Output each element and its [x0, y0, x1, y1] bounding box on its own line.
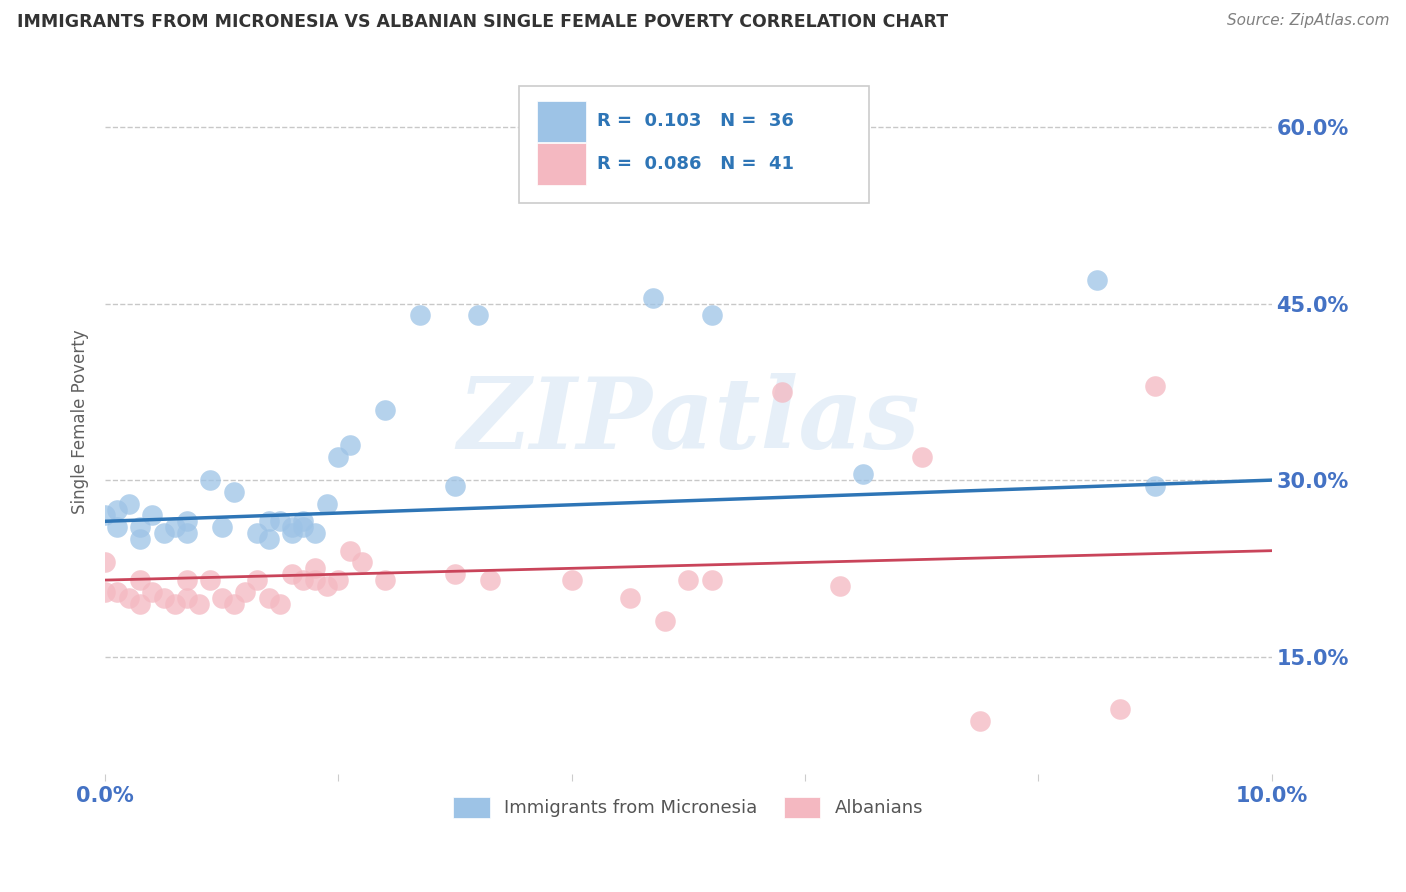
Point: [409, 309, 432, 323]
Point: [165, 597, 187, 611]
Point: [643, 291, 665, 305]
Point: [328, 450, 350, 464]
Point: [852, 467, 875, 482]
Point: [246, 573, 269, 587]
Point: [374, 402, 396, 417]
Point: [105, 520, 128, 534]
Point: [467, 309, 489, 323]
Point: [1109, 702, 1132, 716]
Point: [94, 585, 117, 599]
Point: [176, 573, 198, 587]
Point: [94, 508, 117, 523]
Point: [315, 497, 337, 511]
Point: [292, 514, 315, 528]
Point: [350, 556, 373, 570]
Point: [222, 484, 245, 499]
Point: [165, 520, 187, 534]
Point: [176, 591, 198, 605]
Point: [129, 520, 152, 534]
Point: [198, 573, 221, 587]
Point: [339, 438, 361, 452]
Point: [176, 526, 198, 541]
Point: [281, 526, 304, 541]
Point: [187, 597, 209, 611]
Point: [257, 591, 280, 605]
Point: [246, 526, 269, 541]
Point: [233, 585, 256, 599]
Point: [1085, 273, 1108, 287]
Point: [269, 597, 291, 611]
Point: [269, 514, 291, 528]
Point: [654, 614, 676, 628]
FancyBboxPatch shape: [519, 87, 869, 202]
Point: [152, 526, 174, 541]
Point: [211, 591, 233, 605]
Point: [292, 573, 315, 587]
Point: [911, 450, 934, 464]
Point: [176, 514, 198, 528]
Point: [105, 502, 128, 516]
Point: [257, 532, 280, 546]
Point: [678, 573, 700, 587]
Point: [315, 579, 337, 593]
Point: [374, 573, 396, 587]
Point: [304, 573, 326, 587]
Text: R =  0.086   N =  41: R = 0.086 N = 41: [598, 155, 794, 173]
Point: [129, 573, 152, 587]
Point: [619, 591, 641, 605]
Point: [678, 167, 700, 181]
FancyBboxPatch shape: [537, 101, 586, 142]
Point: [257, 514, 280, 528]
Y-axis label: Single Female Poverty: Single Female Poverty: [72, 329, 89, 514]
Point: [969, 714, 991, 729]
Point: [129, 597, 152, 611]
Point: [339, 543, 361, 558]
Legend: Immigrants from Micronesia, Albanians: Immigrants from Micronesia, Albanians: [446, 789, 931, 825]
Text: IMMIGRANTS FROM MICRONESIA VS ALBANIAN SINGLE FEMALE POVERTY CORRELATION CHART: IMMIGRANTS FROM MICRONESIA VS ALBANIAN S…: [17, 13, 948, 31]
Point: [444, 567, 467, 582]
Point: [292, 520, 315, 534]
Point: [444, 479, 467, 493]
Point: [479, 573, 502, 587]
Point: [105, 585, 128, 599]
Point: [281, 520, 304, 534]
Text: ZIPatlas: ZIPatlas: [457, 373, 920, 469]
Point: [198, 473, 221, 487]
Point: [304, 561, 326, 575]
Point: [117, 591, 139, 605]
Point: [1143, 379, 1166, 393]
FancyBboxPatch shape: [537, 143, 586, 185]
Point: [141, 585, 163, 599]
Point: [152, 591, 174, 605]
Point: [129, 532, 152, 546]
Text: R =  0.103   N =  36: R = 0.103 N = 36: [598, 112, 794, 130]
Point: [770, 384, 793, 399]
Point: [281, 567, 304, 582]
Point: [1143, 479, 1166, 493]
Point: [94, 556, 117, 570]
Point: [700, 309, 723, 323]
Point: [328, 573, 350, 587]
Point: [561, 573, 583, 587]
Point: [700, 573, 723, 587]
Point: [141, 508, 163, 523]
Text: Source: ZipAtlas.com: Source: ZipAtlas.com: [1226, 13, 1389, 29]
Point: [828, 579, 851, 593]
Point: [211, 520, 233, 534]
Point: [222, 597, 245, 611]
Point: [117, 497, 139, 511]
Point: [304, 526, 326, 541]
